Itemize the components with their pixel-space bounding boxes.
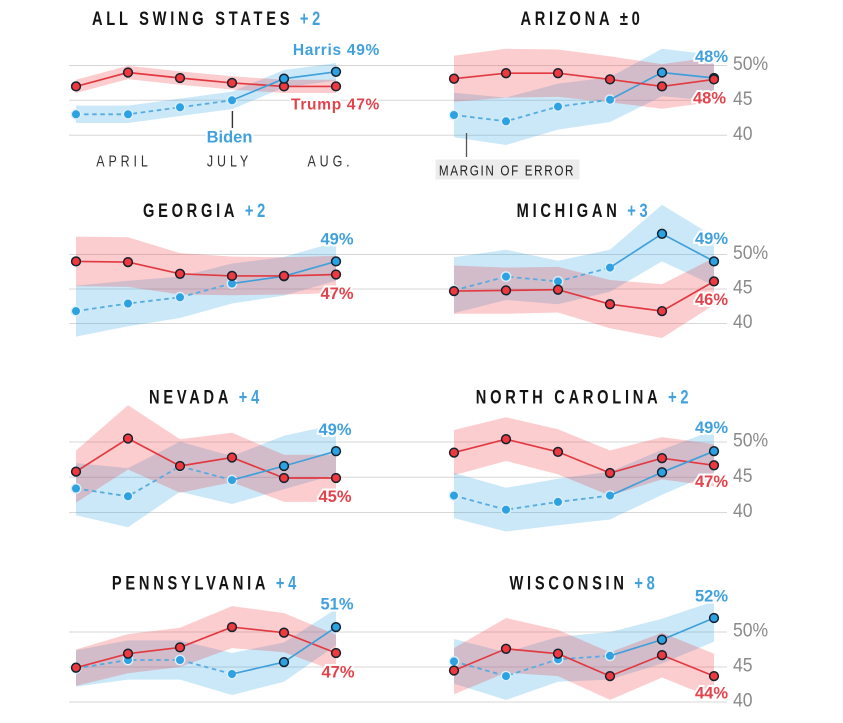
svg-text:40: 40	[733, 122, 753, 144]
svg-text:51%: 51%	[320, 596, 353, 614]
svg-text:50%: 50%	[733, 619, 768, 641]
svg-text:50%: 50%	[733, 52, 768, 74]
svg-text:GEORGIA +2: GEORGIA +2	[143, 199, 269, 222]
svg-text:49%: 49%	[318, 421, 351, 439]
svg-text:45: 45	[733, 87, 753, 109]
svg-text:APRIL: APRIL	[96, 153, 152, 171]
svg-text:45%: 45%	[318, 488, 351, 506]
svg-text:ALL SWING STATES +2: ALL SWING STATES +2	[92, 7, 324, 30]
svg-text:MARGIN OF ERROR: MARGIN OF ERROR	[439, 162, 575, 179]
svg-text:Harris 49%: Harris 49%	[293, 42, 380, 59]
svg-text:49%: 49%	[320, 231, 353, 249]
svg-text:NEVADA +4: NEVADA +4	[149, 385, 263, 408]
svg-text:PENNSYLVANIA +4: PENNSYLVANIA +4	[112, 572, 300, 595]
svg-text:44%: 44%	[695, 685, 728, 703]
svg-text:45: 45	[733, 654, 753, 676]
svg-text:48%: 48%	[695, 48, 728, 66]
svg-text:40: 40	[733, 499, 753, 521]
svg-text:40: 40	[733, 689, 753, 711]
svg-text:MICHIGAN +3: MICHIGAN +3	[517, 199, 652, 222]
svg-text:46%: 46%	[695, 291, 728, 309]
svg-text:40: 40	[733, 310, 753, 332]
svg-text:50%: 50%	[733, 429, 768, 451]
svg-text:47%: 47%	[321, 663, 354, 681]
svg-text:NORTH CAROLINA +2: NORTH CAROLINA +2	[476, 385, 692, 408]
svg-text:52%: 52%	[695, 588, 728, 606]
svg-text:Trump 47%: Trump 47%	[291, 96, 380, 113]
svg-text:ARIZONA ±0: ARIZONA ±0	[520, 7, 643, 30]
svg-text:47%: 47%	[695, 473, 728, 491]
svg-text:45: 45	[733, 276, 753, 298]
svg-text:49%: 49%	[695, 230, 728, 248]
svg-text:48%: 48%	[693, 90, 726, 108]
svg-text:WISCONSIN +8: WISCONSIN +8	[509, 572, 658, 595]
svg-text:50%: 50%	[733, 241, 768, 263]
svg-text:49%: 49%	[695, 419, 728, 437]
svg-text:JULY: JULY	[207, 153, 252, 171]
svg-text:AUG.: AUG.	[307, 153, 353, 171]
svg-text:47%: 47%	[320, 285, 353, 303]
svg-text:Biden: Biden	[207, 129, 253, 147]
svg-text:45: 45	[733, 464, 753, 486]
